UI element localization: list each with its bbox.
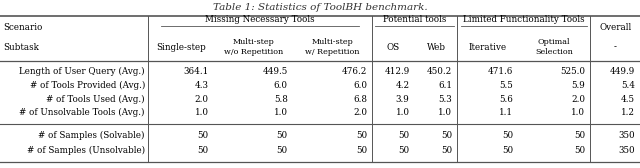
- Text: 5.6: 5.6: [499, 95, 513, 104]
- Text: 5.5: 5.5: [499, 81, 513, 90]
- Text: 471.6: 471.6: [488, 67, 513, 76]
- Text: # of Samples (Solvable): # of Samples (Solvable): [38, 131, 145, 140]
- Text: 1.0: 1.0: [438, 108, 452, 117]
- Text: 476.2: 476.2: [342, 67, 367, 76]
- Text: 6.0: 6.0: [274, 81, 287, 90]
- Text: OS: OS: [387, 43, 400, 52]
- Text: Length of User Query (Avg.): Length of User Query (Avg.): [19, 67, 145, 76]
- Text: Subtask: Subtask: [3, 43, 39, 52]
- Text: 2.0: 2.0: [195, 95, 209, 104]
- Text: 412.9: 412.9: [385, 67, 410, 76]
- Text: Single-step: Single-step: [156, 43, 205, 52]
- Text: 4.3: 4.3: [195, 81, 209, 90]
- Text: Table 1: Statistics of ToolBH benchmark.: Table 1: Statistics of ToolBH benchmark.: [212, 3, 428, 12]
- Text: 350: 350: [618, 146, 635, 155]
- Text: 5.8: 5.8: [274, 95, 287, 104]
- Text: 1.0: 1.0: [274, 108, 287, 117]
- Text: # of Tools Used (Avg.): # of Tools Used (Avg.): [46, 95, 145, 104]
- Text: 525.0: 525.0: [560, 67, 585, 76]
- Text: # of Samples (Unsolvable): # of Samples (Unsolvable): [27, 146, 145, 155]
- Text: 5.3: 5.3: [438, 95, 452, 104]
- Text: 5.4: 5.4: [621, 81, 635, 90]
- Text: Web: Web: [427, 43, 445, 52]
- Text: Overall: Overall: [599, 23, 631, 32]
- Text: 450.2: 450.2: [427, 67, 452, 76]
- Text: 1.0: 1.0: [572, 108, 585, 117]
- Text: 1.0: 1.0: [195, 108, 209, 117]
- Text: 50: 50: [356, 131, 367, 140]
- Text: 50: 50: [441, 146, 452, 155]
- Text: 1.2: 1.2: [621, 108, 635, 117]
- Text: 50: 50: [574, 131, 585, 140]
- Text: 4.2: 4.2: [396, 81, 410, 90]
- Text: 2.0: 2.0: [572, 95, 585, 104]
- Text: 4.5: 4.5: [621, 95, 635, 104]
- Text: -: -: [614, 43, 617, 52]
- Text: 50: 50: [502, 146, 513, 155]
- Text: 50: 50: [356, 146, 367, 155]
- Text: Iterative: Iterative: [468, 43, 507, 52]
- Text: 3.9: 3.9: [396, 95, 410, 104]
- Text: 50: 50: [399, 146, 410, 155]
- Text: Multi-step
w/o Repetition: Multi-step w/o Repetition: [223, 38, 283, 56]
- Text: 50: 50: [276, 131, 287, 140]
- Text: Limited Functionality Tools: Limited Functionality Tools: [463, 15, 585, 24]
- Text: 6.8: 6.8: [353, 95, 367, 104]
- Text: Optimal
Selection: Optimal Selection: [535, 38, 573, 56]
- Text: Missing Necessary Tools: Missing Necessary Tools: [205, 15, 315, 24]
- Text: Potential tools: Potential tools: [383, 15, 447, 24]
- Text: 50: 50: [399, 131, 410, 140]
- Text: 364.1: 364.1: [183, 67, 209, 76]
- Text: 449.5: 449.5: [262, 67, 287, 76]
- Text: 350: 350: [618, 131, 635, 140]
- Text: 449.9: 449.9: [610, 67, 635, 76]
- Text: 2.0: 2.0: [353, 108, 367, 117]
- Text: 50: 50: [574, 146, 585, 155]
- Text: Multi-step
w/ Repetition: Multi-step w/ Repetition: [305, 38, 360, 56]
- Text: # of Tools Provided (Avg.): # of Tools Provided (Avg.): [29, 81, 145, 90]
- Text: 1.1: 1.1: [499, 108, 513, 117]
- Text: 5.9: 5.9: [572, 81, 585, 90]
- Text: 6.0: 6.0: [353, 81, 367, 90]
- Text: Scenario: Scenario: [3, 23, 43, 32]
- Text: 50: 50: [502, 131, 513, 140]
- Text: 6.1: 6.1: [438, 81, 452, 90]
- Text: 50: 50: [276, 146, 287, 155]
- Text: # of Unsolvable Tools (Avg.): # of Unsolvable Tools (Avg.): [19, 108, 145, 117]
- Text: 50: 50: [441, 131, 452, 140]
- Text: 50: 50: [197, 146, 209, 155]
- Text: 1.0: 1.0: [396, 108, 410, 117]
- Text: 50: 50: [197, 131, 209, 140]
